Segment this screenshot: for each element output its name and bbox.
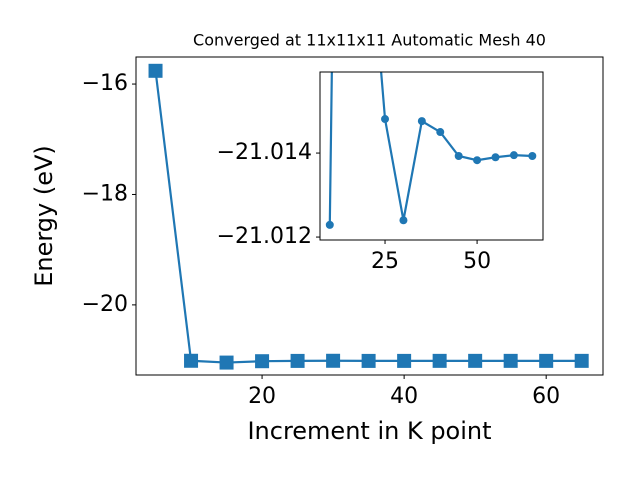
- marker: [454, 152, 463, 160]
- y-axis-label: Energy (eV): [30, 145, 58, 287]
- x-tick-label: 20: [248, 384, 276, 409]
- marker: [219, 355, 234, 370]
- chart-title: Converged at 11x11x11 Automatic Mesh 40: [193, 31, 546, 50]
- marker: [468, 353, 483, 368]
- marker: [255, 354, 270, 369]
- marker: [184, 353, 199, 368]
- marker: [326, 353, 341, 368]
- marker: [417, 117, 426, 126]
- marker: [381, 115, 390, 124]
- plot-clip: [148, 63, 589, 370]
- y-tick-label: −21.014: [217, 140, 312, 165]
- marker: [473, 156, 482, 165]
- marker: [528, 152, 537, 160]
- marker: [325, 220, 334, 229]
- y-tick-label: −20: [82, 292, 128, 317]
- x-tick-label: 50: [463, 249, 491, 274]
- x-tick-label: 25: [371, 249, 399, 274]
- marker: [503, 353, 518, 368]
- marker: [290, 353, 305, 368]
- plot-clip: [325, 72, 537, 229]
- y-tick-label: −18: [82, 181, 128, 206]
- marker: [361, 353, 376, 368]
- marker: [148, 63, 163, 78]
- marker: [432, 353, 447, 368]
- y-tick-label: −16: [82, 71, 128, 96]
- marker: [399, 216, 408, 225]
- marker: [539, 353, 554, 368]
- axes-frame: [135, 56, 604, 376]
- x-tick-label: 40: [390, 384, 418, 409]
- axes-frame: [319, 71, 544, 241]
- marker: [509, 151, 518, 160]
- marker: [397, 353, 412, 368]
- marker: [491, 153, 500, 162]
- y-tick-label: −21.012: [217, 224, 312, 249]
- marker: [574, 353, 589, 368]
- x-tick-label: 60: [532, 384, 560, 409]
- marker: [436, 128, 445, 137]
- x-axis-label: Increment in K point: [247, 417, 491, 445]
